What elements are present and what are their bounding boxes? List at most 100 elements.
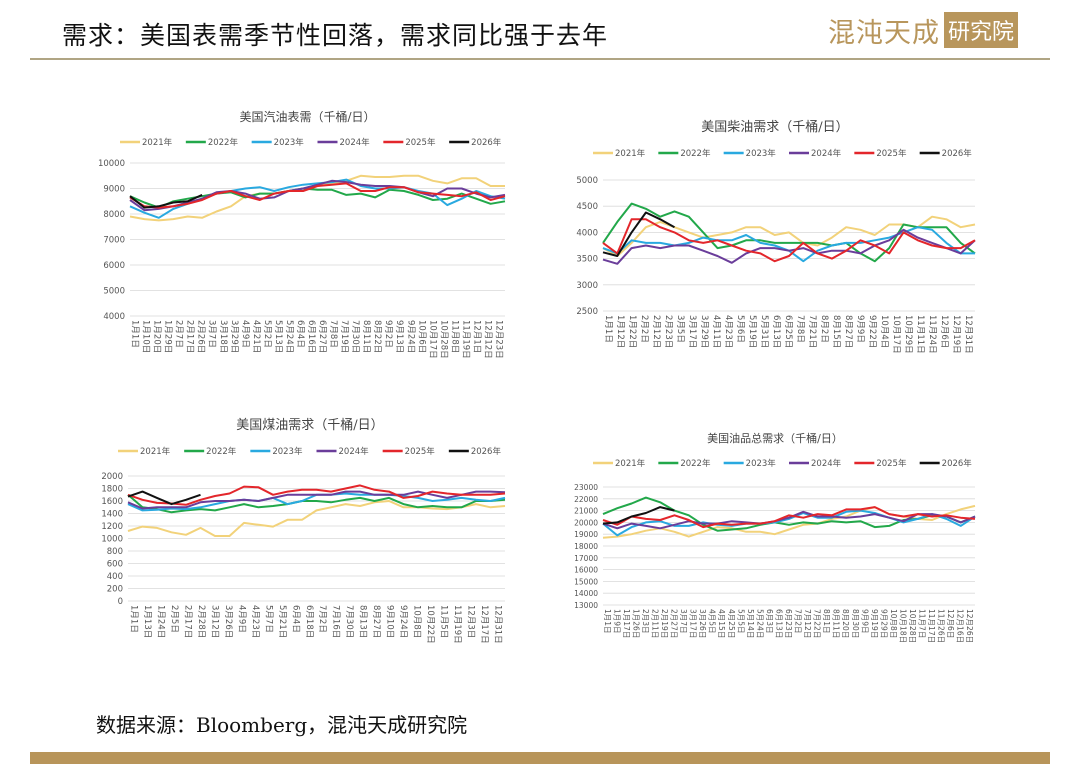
x-tick-label: 5月24日 — [284, 320, 294, 353]
x-tick-label: 10月8日 — [411, 605, 421, 638]
x-tick-label: 9月19日 — [870, 609, 879, 638]
x-tick-label: 5月13日 — [273, 320, 283, 353]
x-tick-label: 3月18日 — [218, 320, 228, 353]
x-tick-label: 1月1日 — [130, 320, 140, 348]
x-tick-label: 3月17日 — [689, 609, 698, 638]
legend-label: 2024年 — [811, 458, 842, 469]
legend-label: 2023年 — [746, 458, 777, 469]
legend-label: 2024年 — [340, 137, 371, 148]
x-tick-label: 4月21日 — [251, 320, 261, 353]
legend-label: 2026年 — [942, 458, 973, 469]
x-tick-label: 9月10日 — [385, 605, 395, 638]
y-tick-label: 2500 — [576, 307, 598, 317]
chart-title: 美国煤油需求（千桶/日） — [236, 418, 383, 433]
x-tick-label: 7月12日 — [803, 609, 812, 638]
y-tick-label: 8000 — [103, 210, 125, 220]
y-tick-label: 7000 — [103, 236, 125, 246]
x-tick-label: 12月3日 — [465, 605, 475, 638]
x-tick-label: 7月8日 — [328, 320, 338, 348]
x-tick-label: 1月26日 — [631, 609, 640, 638]
x-tick-label: 8月1日 — [822, 609, 831, 634]
x-tick-label: 8月11日 — [832, 609, 841, 638]
x-tick-label: 2月5日 — [169, 605, 179, 633]
series-line-2025 — [127, 484, 506, 506]
x-tick-label: 1月10日 — [141, 320, 151, 353]
x-tick-label: 3月26日 — [698, 609, 707, 638]
footer-bar — [30, 752, 1050, 764]
x-tick-label: 1月9日 — [612, 609, 621, 634]
x-tick-label: 12月19日 — [951, 315, 961, 354]
x-tick-label: 3月29日 — [699, 315, 709, 348]
x-tick-label: 9月13日 — [394, 320, 404, 353]
x-tick-label: 10月4日 — [879, 315, 889, 348]
x-tick-label: 11月19日 — [460, 320, 470, 359]
diesel-demand-chart: 美国柴油需求（千桶/日） 2021年 2022年 2023年 2024年 2025年 202… — [576, 120, 976, 354]
legend-label: 2023年 — [746, 148, 777, 159]
y-tick-label: 17000 — [574, 554, 598, 563]
x-tick-label: 8月11日 — [361, 320, 371, 353]
x-tick-label: 5月24日 — [755, 609, 764, 638]
x-tick-label: 11月24日 — [927, 315, 937, 354]
y-tick-label: 9000 — [103, 185, 125, 195]
x-tick-label: 9月9日 — [855, 315, 865, 343]
x-tick-label: 1月29日 — [163, 320, 173, 353]
x-tick-label: 4月25日 — [727, 609, 736, 638]
x-tick-label: 9月9日 — [860, 609, 869, 634]
y-tick-label: 4000 — [103, 312, 125, 322]
legend-label: 2025年 — [876, 458, 907, 469]
x-tick-label: 7月30日 — [350, 320, 360, 353]
x-tick-label: 2月3日 — [641, 609, 650, 634]
x-tick-label: 6月4日 — [295, 320, 305, 348]
x-tick-label: 4月5日 — [708, 609, 717, 634]
legend-label: 2022年 — [208, 137, 239, 148]
legend-label: 2025年 — [405, 446, 436, 457]
x-tick-label: 11月19日 — [452, 605, 462, 644]
page-title: 需求：美国表需季节性回落，需求同比强于去年 — [62, 21, 609, 50]
x-tick-label: 7月22日 — [813, 609, 822, 638]
x-tick-label: 1月12日 — [615, 315, 625, 348]
x-tick-label: 8月2日 — [819, 315, 829, 343]
x-tick-label: 3月26日 — [223, 605, 233, 638]
x-tick-label: 2月12日 — [651, 315, 661, 348]
total-oil-demand-chart: 美国油品总需求（千桶/日） 2021年 2022年 2023年 2024年 2025年 20… — [574, 431, 976, 643]
logo-badge: 研究院 — [944, 12, 1019, 48]
y-tick-label: 5000 — [103, 287, 125, 297]
legend-label: 2026年 — [471, 446, 502, 457]
legend-label: 2023年 — [272, 446, 303, 457]
x-tick-label: 12月31日 — [963, 315, 973, 354]
y-tick-label: 16000 — [574, 566, 598, 575]
x-tick-label: 11月8日 — [449, 320, 459, 353]
x-tick-label: 11月11日 — [915, 315, 925, 354]
x-tick-label: 2月17日 — [183, 605, 193, 638]
x-tick-label: 5月31日 — [759, 315, 769, 348]
legend-label: 2021年 — [142, 137, 173, 148]
x-tick-label: 2月2日 — [639, 315, 649, 343]
series-line-2025 — [602, 218, 976, 263]
x-tick-label: 12月1日 — [471, 320, 481, 353]
x-tick-label: 10月8日 — [889, 609, 898, 638]
x-tick-label: 6月3日 — [765, 609, 774, 634]
series-line-2026 — [602, 506, 675, 525]
x-tick-label: 1月1日 — [603, 315, 613, 343]
series-line-2025 — [602, 506, 976, 529]
x-tick-label: 9月24日 — [405, 320, 415, 353]
y-tick-label: 6000 — [103, 261, 125, 271]
x-tick-label: 3月17日 — [687, 315, 697, 348]
data-source-note: 数据来源：Bloomberg，混沌天成研究院 — [96, 713, 468, 737]
x-tick-label: 2月17日 — [185, 320, 195, 353]
x-tick-label: 7月16日 — [331, 605, 341, 638]
series-line-2022 — [127, 494, 506, 514]
x-tick-label: 5月14日 — [746, 609, 755, 638]
x-tick-label: 9月2日 — [383, 320, 393, 348]
x-tick-label: 8月27日 — [371, 605, 381, 638]
x-tick-label: 3月5日 — [675, 315, 685, 343]
x-tick-label: 5月21日 — [277, 605, 287, 638]
logo-text: 混沌天成 — [828, 17, 940, 49]
x-tick-label: 7月30日 — [344, 605, 354, 638]
x-tick-label: 5月2日 — [262, 320, 272, 348]
x-tick-label: 6月16日 — [306, 320, 316, 353]
x-tick-label: 10月22日 — [425, 605, 435, 644]
header-divider — [30, 58, 1050, 60]
x-tick-label: 9月24日 — [398, 605, 408, 638]
y-tick-label: 15000 — [574, 577, 598, 586]
